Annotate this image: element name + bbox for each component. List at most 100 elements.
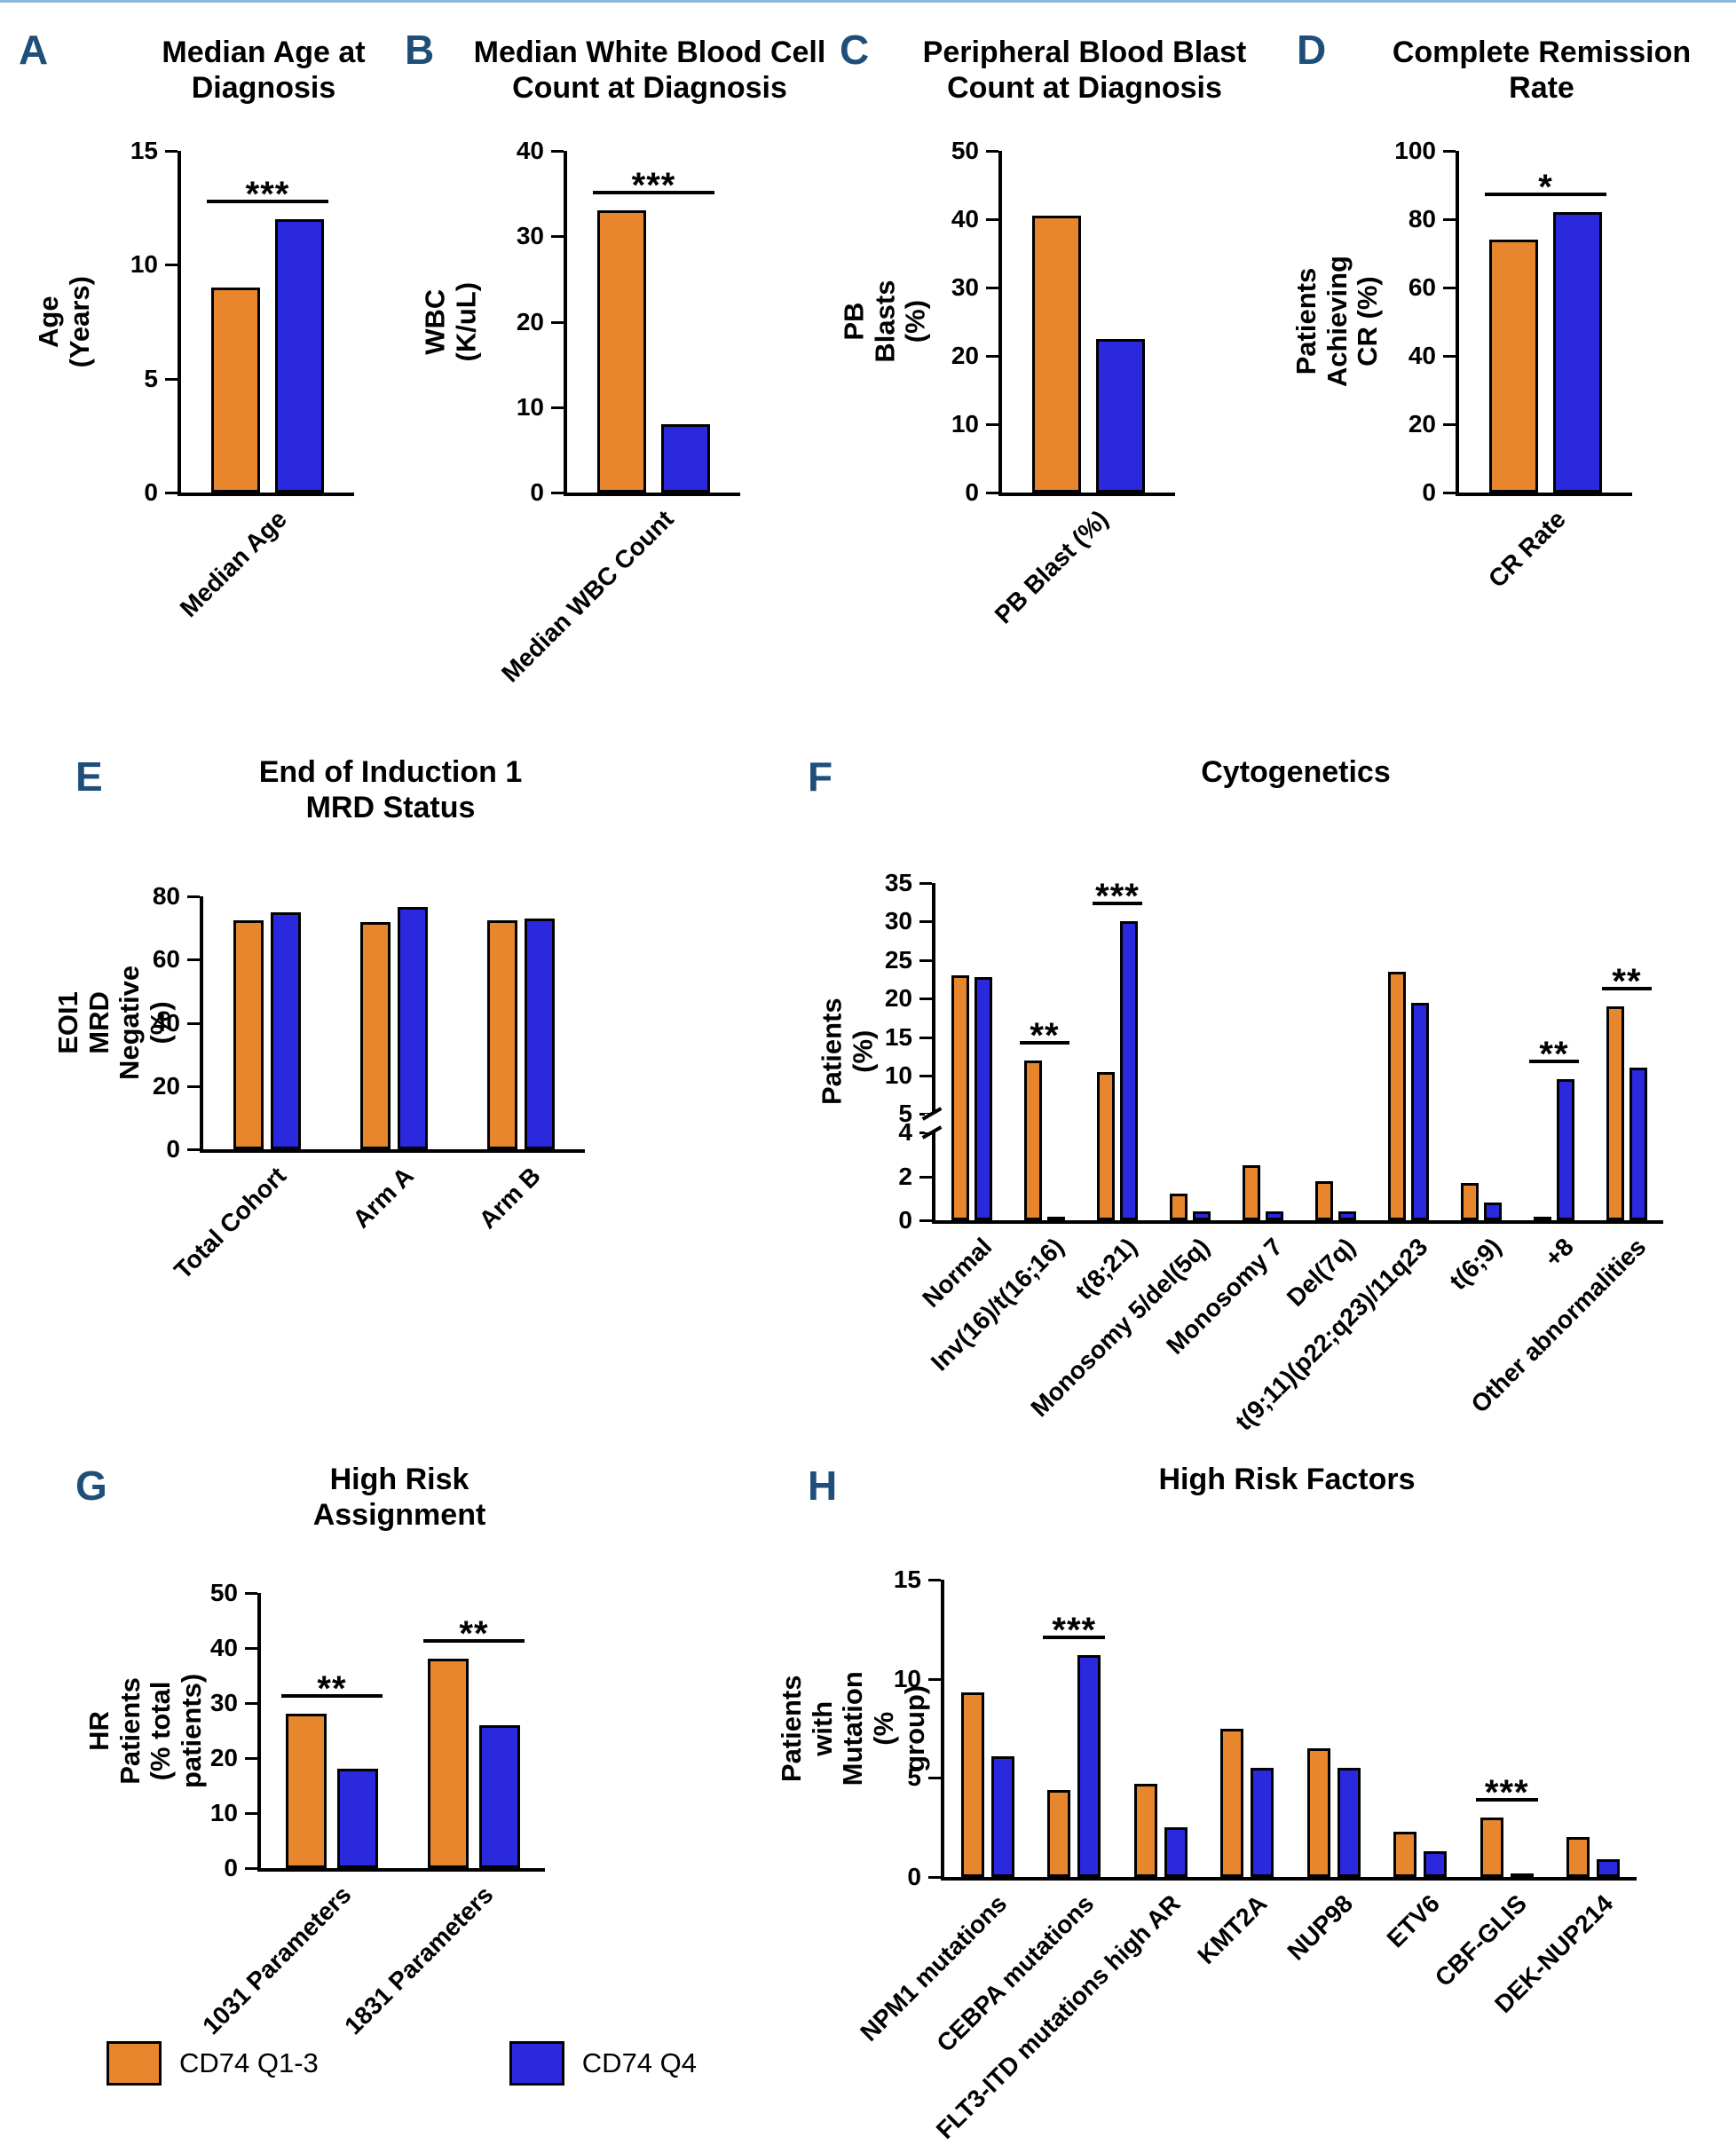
y-tick-label-B: 30 xyxy=(516,222,544,250)
bar-H-cat2-series0 xyxy=(1133,1784,1157,1877)
y-tick-D xyxy=(1443,218,1456,221)
sig-label-G-0: ** xyxy=(317,1669,347,1709)
y-tick-label-D: 40 xyxy=(1408,342,1436,369)
y-tick-G xyxy=(245,1812,257,1815)
sig-line-H-1 xyxy=(1043,1635,1106,1639)
bar-H-cat0-series0 xyxy=(960,1692,984,1877)
y-tick-label-G: 50 xyxy=(209,1579,238,1606)
bar-C-cat0-series1 xyxy=(1096,338,1145,493)
bar-G-cat1-series1 xyxy=(479,1724,520,1868)
bar-chart-A: *** Age (Years) 0 5 10 15 Median Age xyxy=(13,124,430,723)
plot-area-E xyxy=(200,896,585,1153)
y-tick-C xyxy=(986,218,998,221)
y-tick-B xyxy=(551,150,564,153)
x-category-label: +8 xyxy=(1539,1233,1579,1273)
y-tick-G xyxy=(245,1702,257,1705)
y-tick-F xyxy=(919,1074,932,1077)
y-tick-label-H: 10 xyxy=(893,1664,921,1692)
y-tick-B xyxy=(551,235,564,239)
sig-line-F-9 xyxy=(1602,986,1652,990)
y-tick-label-C: 20 xyxy=(951,342,979,369)
y-tick-label-H: 0 xyxy=(907,1863,921,1890)
y-tick-B xyxy=(551,320,564,324)
zero-bar-F-cat1-series1 xyxy=(1047,1217,1065,1220)
bar-H-cat1-series1 xyxy=(1077,1654,1101,1877)
panel-letter-A: A xyxy=(19,27,49,73)
legend-label-cd74-q1-3: CD74 Q1-3 xyxy=(179,2047,319,2078)
y-tick-label-F: 20 xyxy=(884,984,912,1013)
bar-B-cat0-series1 xyxy=(661,424,710,493)
y-tick-label-C: 50 xyxy=(951,137,979,164)
legend: CD74 Q1-3 CD74 Q4 xyxy=(107,2041,697,2086)
y-axis-label-G: HR Patients (% total patients) xyxy=(84,1593,208,1868)
chart-title-C: Peripheral Blood Blast Count at Diagnosi… xyxy=(922,35,1247,106)
sig-line-D-0 xyxy=(1485,193,1606,197)
y-tick-label-D: 20 xyxy=(1408,410,1436,438)
chart-title-B: Median White Blood Cell Count at Diagnos… xyxy=(473,35,826,106)
bar-H-cat2-series1 xyxy=(1164,1827,1188,1877)
y-tick-label-F: 30 xyxy=(884,907,912,935)
panel-E: E End of Induction 1 MRD Status EOI1 MRD… xyxy=(53,745,670,1447)
y-tick-label-D: 0 xyxy=(1422,478,1436,506)
bar-chart-B: *** WBC (K/uL) 0 10 20 30 40 Median WBC Count xyxy=(399,124,817,723)
bar-F-cat0-series0 xyxy=(951,975,969,1220)
bar-D-cat0-series1 xyxy=(1553,212,1602,493)
sig-line-F-8 xyxy=(1529,1060,1579,1064)
y-axis-label-A: Age (Years) xyxy=(25,151,105,493)
y-tick-label-F: 0 xyxy=(898,1206,912,1234)
y-tick-label-E: 60 xyxy=(152,945,180,974)
x-category-label: NPM1 mutations xyxy=(855,1889,1013,2047)
plot-area-F: ** *** ** ** xyxy=(932,879,1663,1224)
sig-label-D-0: * xyxy=(1538,168,1553,208)
bar-E-cat1-series1 xyxy=(398,907,428,1149)
y-tick-C xyxy=(986,423,998,426)
y-tick-H xyxy=(928,1777,941,1780)
bar-A-cat0-series1 xyxy=(275,219,324,493)
y-tick-D xyxy=(1443,150,1456,153)
sig-label-H-6: *** xyxy=(1484,1773,1529,1812)
bar-G-cat1-series0 xyxy=(428,1659,469,1868)
y-axis-label-D: Patients Achieving CR (%) xyxy=(1290,151,1383,493)
bar-F-cat3-series1 xyxy=(1193,1211,1211,1220)
chart-title-G: High Risk Assignment xyxy=(312,1463,486,1533)
panel-letter-H: H xyxy=(808,1463,838,1509)
bar-chart-D: * Patients Achieving CR (%) 0 20 40 60 80 100 CR… xyxy=(1290,124,1735,723)
bar-F-cat2-series0 xyxy=(1097,1071,1115,1220)
bar-chart-F: ** *** ** ** Patients (%) 0 2 4 5 10 15 20 25 30 35 Nor… xyxy=(799,821,1736,1464)
y-tick-D xyxy=(1443,492,1456,494)
y-tick-F xyxy=(919,998,932,1001)
bar-A-cat0-series0 xyxy=(211,288,260,493)
bar-G-cat0-series0 xyxy=(286,1714,327,1868)
chart-title-H: High Risk Factors xyxy=(1158,1463,1416,1496)
top-rule xyxy=(0,0,1736,3)
x-category-label: Median Age xyxy=(175,505,293,623)
y-tick-D xyxy=(1443,287,1456,289)
bar-F-cat1-series0 xyxy=(1024,1060,1042,1220)
x-category-label: NUP98 xyxy=(1282,1889,1359,1966)
y-tick-label-E: 80 xyxy=(152,882,180,910)
y-axis-label-text-A: Age (Years) xyxy=(33,275,96,368)
bar-H-cat4-series0 xyxy=(1306,1747,1330,1877)
y-tick-C xyxy=(986,287,998,289)
y-tick-E xyxy=(187,1148,200,1151)
bar-H-cat7-series1 xyxy=(1597,1858,1621,1877)
bar-H-cat7-series0 xyxy=(1566,1837,1590,1877)
y-tick-G xyxy=(245,1592,257,1595)
y-tick-label-E: 20 xyxy=(152,1071,180,1100)
y-tick-label-F: 4 xyxy=(898,1118,912,1147)
chart-title-F: Cytogenetics xyxy=(1201,755,1391,789)
bar-F-cat5-series0 xyxy=(1315,1180,1333,1220)
panel-B: B Median White Blood Cell Count at Diagn… xyxy=(399,13,825,723)
plot-area-C xyxy=(998,151,1175,496)
y-tick-label-G: 0 xyxy=(224,1854,238,1881)
panel-letter-E: E xyxy=(75,753,103,800)
zero-bar-H-cat6-series1 xyxy=(1510,1873,1534,1877)
sig-line-A-0 xyxy=(207,200,328,203)
y-tick-label-F: 5 xyxy=(898,1100,912,1128)
y-tick-label-G: 20 xyxy=(209,1744,238,1771)
x-category-label: t(6;9) xyxy=(1443,1233,1506,1296)
y-tick-A xyxy=(165,377,178,381)
y-axis-label-text-B: WBC (K/uL) xyxy=(419,281,481,362)
y-tick-label-F: 10 xyxy=(884,1061,912,1089)
x-category-label: PB Blast (%) xyxy=(989,505,1114,629)
